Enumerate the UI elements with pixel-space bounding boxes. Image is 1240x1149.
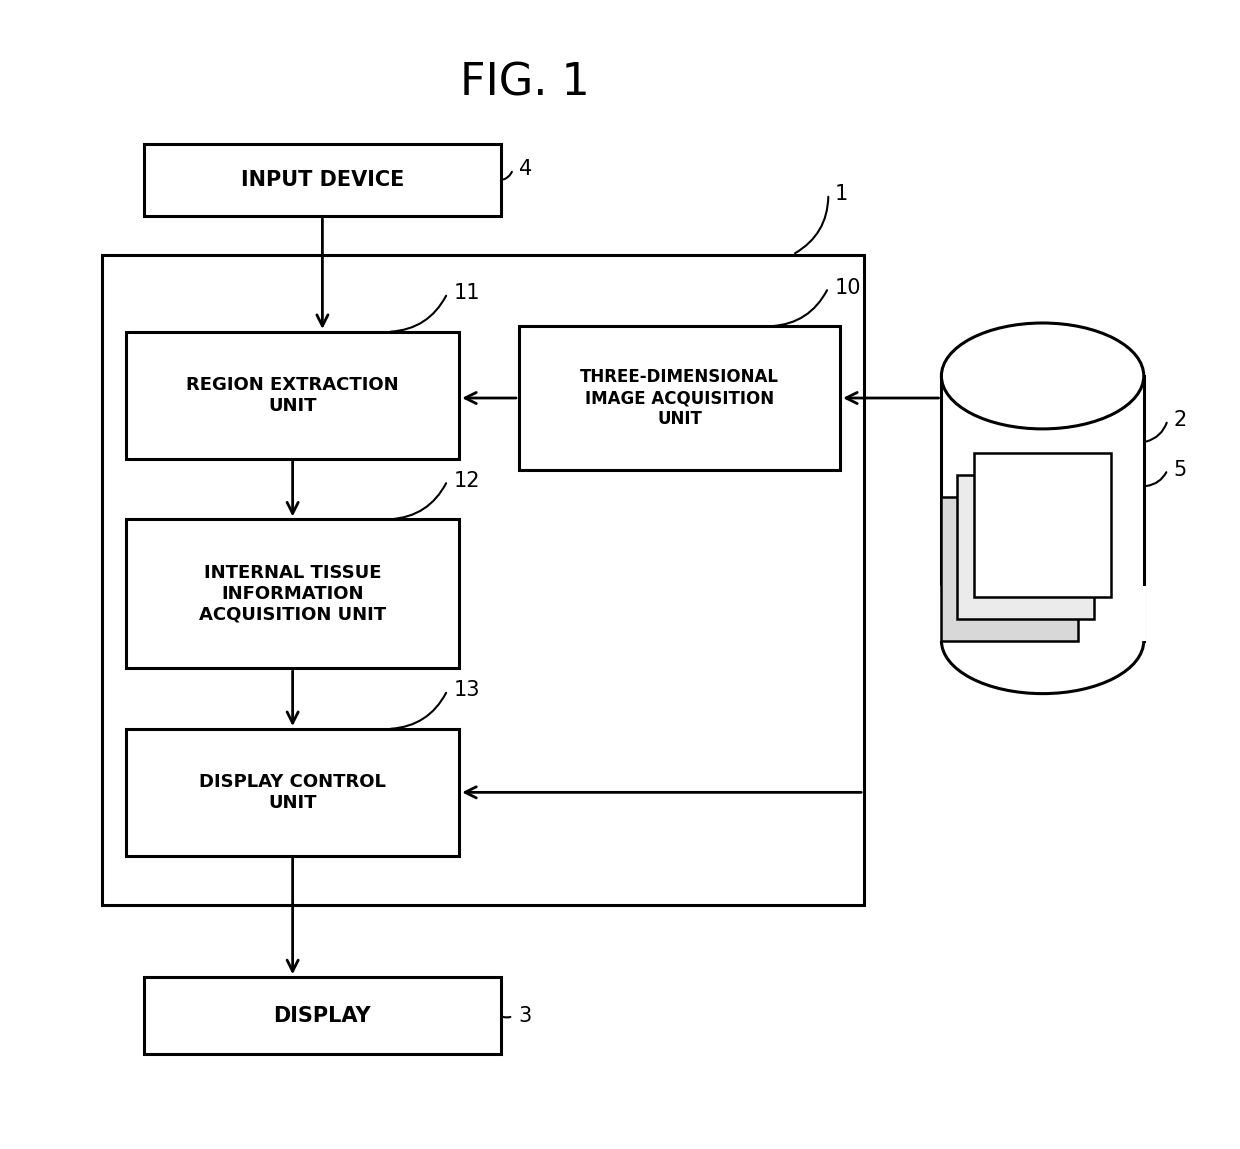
Bar	[518, 326, 841, 470]
Bar	[941, 498, 1078, 641]
Text: DISPLAY: DISPLAY	[274, 1005, 371, 1026]
Bar	[957, 476, 1095, 618]
Text: 13: 13	[454, 680, 480, 701]
Text: 3: 3	[518, 1005, 532, 1026]
Ellipse shape	[941, 588, 1143, 694]
Text: REGION EXTRACTION
UNIT: REGION EXTRACTION UNIT	[186, 376, 399, 415]
Text: DISPLAY CONTROL
UNIT: DISPLAY CONTROL UNIT	[200, 773, 386, 811]
Bar	[126, 519, 459, 669]
Ellipse shape	[941, 323, 1143, 429]
Text: 2: 2	[1173, 410, 1187, 430]
Text: THREE-DIMENSIONAL
IMAGE ACQUISITION
UNIT: THREE-DIMENSIONAL IMAGE ACQUISITION UNIT	[580, 368, 779, 427]
Text: 4: 4	[518, 159, 532, 179]
Bar	[126, 332, 459, 458]
Text: 11: 11	[454, 283, 480, 303]
Bar	[144, 145, 501, 216]
Text: 1: 1	[835, 184, 847, 205]
Bar	[144, 977, 501, 1055]
Text: FIG. 1: FIG. 1	[460, 62, 590, 105]
Bar	[939, 586, 1146, 641]
Text: 12: 12	[454, 471, 480, 491]
Bar	[126, 728, 459, 856]
Text: INPUT DEVICE: INPUT DEVICE	[241, 170, 404, 191]
Bar	[102, 255, 864, 905]
Text: 10: 10	[835, 278, 861, 298]
Bar	[941, 376, 1143, 641]
Text: INTERNAL TISSUE
INFORMATION
ACQUISITION UNIT: INTERNAL TISSUE INFORMATION ACQUISITION …	[200, 564, 386, 624]
Bar	[975, 453, 1111, 596]
Text: 5: 5	[1173, 460, 1187, 480]
